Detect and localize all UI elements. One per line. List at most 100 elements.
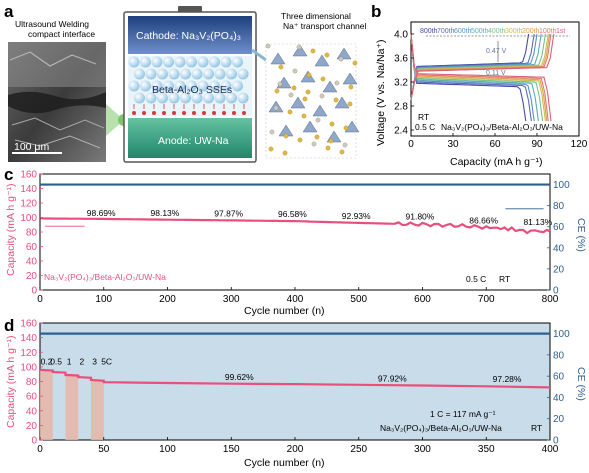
plot-b-legend: 800th 700th 600th 500th 400th 300th 200th 100th… bbox=[420, 28, 570, 37]
plot-c-xlabel: Cycle number (n) bbox=[244, 305, 325, 317]
sse-ball bbox=[214, 92, 226, 104]
sse-ball bbox=[168, 92, 180, 104]
y-tick-label: 100 bbox=[20, 213, 37, 224]
gap-label-upper: 0.47 V bbox=[486, 48, 507, 55]
legend-entry-600: 600th bbox=[454, 28, 472, 35]
polyhedron bbox=[344, 120, 360, 133]
x-tick-label-b: 0 bbox=[408, 139, 414, 150]
retention-label: 91.80% bbox=[406, 212, 435, 222]
gap-label-lower: 0.11 V bbox=[486, 70, 506, 77]
y-tick-label: 80 bbox=[26, 377, 38, 388]
plot-b-rate: 0.5 C bbox=[415, 122, 435, 132]
charge-curve-cycle-300 bbox=[410, 33, 549, 101]
na-atom bbox=[278, 64, 284, 70]
sse-ball bbox=[186, 80, 197, 92]
plot-b-xlabel: Capacity (mA h g⁻¹) bbox=[450, 156, 543, 168]
legend-entry-700: 700th bbox=[437, 28, 455, 35]
na-atom bbox=[348, 84, 354, 90]
x-tick-label: 0 bbox=[37, 444, 43, 455]
x-tick-label-b: 30 bbox=[447, 139, 459, 150]
plot-b-curves bbox=[410, 33, 555, 122]
legend-entry-300: 300th bbox=[505, 28, 523, 35]
sse-ball bbox=[209, 80, 220, 92]
x-tick-label: 350 bbox=[478, 444, 495, 455]
y-tick-label: 140 bbox=[20, 184, 37, 195]
plot-c-frame bbox=[39, 173, 551, 291]
panel-b: b 800th 700th 600th 500th 400th 300th 200th 100… bbox=[371, 2, 588, 168]
na-atom bbox=[315, 117, 321, 123]
plot-d-xlabel: Cycle number (n) bbox=[244, 457, 325, 469]
y2-tick-label: 40 bbox=[553, 393, 565, 404]
na-atom bbox=[329, 121, 335, 127]
legend-entry-100: 100th bbox=[539, 28, 557, 35]
legend-entry-1: 1st bbox=[556, 28, 565, 35]
na-atom bbox=[347, 101, 353, 107]
sse-ball bbox=[168, 68, 180, 80]
panel-d: d 0.20.5 1 2 3 5C 99.62% 97.92% 97.28% 0 50 100 15… bbox=[4, 316, 587, 469]
na-atom bbox=[343, 125, 349, 131]
sse-ball bbox=[226, 68, 237, 80]
y2-tick-label: 20 bbox=[553, 264, 565, 275]
anode-label: Anode: UW-Na bbox=[158, 135, 229, 147]
plot-c-ticks: 0 100 200 300 400 500 600 700 800020406080100120… bbox=[20, 170, 570, 306]
legend-entry-200: 200th bbox=[522, 28, 540, 35]
retention-label: 99.62% bbox=[225, 372, 254, 382]
y-tick-label-b: 4.0 bbox=[394, 30, 408, 41]
legend-entry-400: 400th bbox=[488, 28, 506, 35]
y2-tick-label: 80 bbox=[553, 201, 565, 212]
retention-label: 81.13% bbox=[523, 217, 552, 227]
x-tick-label: 200 bbox=[159, 294, 176, 305]
na-atom bbox=[320, 76, 326, 82]
polyhedron bbox=[292, 44, 308, 57]
y2-tick-label: 0 bbox=[553, 436, 559, 447]
charge-curve-cycle-800 bbox=[410, 33, 530, 101]
sse-ball-grid bbox=[128, 56, 249, 104]
na-atom bbox=[297, 137, 303, 143]
sse-ball bbox=[203, 68, 214, 80]
polyhedron bbox=[314, 54, 330, 67]
y2-tick-label: 60 bbox=[553, 372, 565, 383]
plot-b-ylabel: Voltage (V vs. Na/Na⁺) bbox=[375, 39, 387, 146]
sse-ball bbox=[174, 56, 186, 68]
charge-curve-cycle-600 bbox=[410, 33, 538, 101]
na-atom bbox=[302, 96, 308, 102]
panel-label-a: a bbox=[4, 2, 14, 21]
sse-ball bbox=[128, 80, 140, 92]
y-tick-label: 120 bbox=[20, 199, 37, 210]
na-atom bbox=[277, 81, 283, 87]
discharge-curve-cycle-1 bbox=[410, 33, 552, 122]
na-atom bbox=[319, 93, 325, 99]
polyhedron bbox=[270, 52, 286, 65]
plot-c-ylabel2: CE (%) bbox=[575, 218, 587, 252]
sse-ball bbox=[203, 92, 214, 104]
x-tick-label: 700 bbox=[478, 294, 495, 305]
cathode-layer bbox=[128, 16, 252, 54]
x-tick-label-b: 60 bbox=[489, 139, 501, 150]
plot-b-cell: Na₃V₂(PO₄)₃/Beta-Al₂O₃/UW-Na bbox=[441, 122, 563, 132]
na-atom bbox=[334, 80, 340, 86]
na-atom bbox=[328, 138, 334, 144]
plot-d-series: 0.20.5 1 2 3 5C 99.62% 97.92% 97.28% bbox=[39, 332, 551, 440]
discharge-curve-cycle-800 bbox=[410, 33, 527, 122]
y-tick-label: 20 bbox=[26, 421, 38, 432]
sse-ball bbox=[197, 56, 209, 68]
rate-label: 1 bbox=[67, 357, 72, 367]
x-tick-label: 300 bbox=[414, 444, 431, 455]
polyhedron bbox=[322, 80, 338, 93]
rate-bar bbox=[40, 369, 53, 440]
y-tick-label: 120 bbox=[20, 348, 37, 359]
panel-c: c 98.69% 98.13% 97.87% 96.58% 92.93% 91.80% 86… bbox=[4, 165, 587, 317]
x-tick-label: 150 bbox=[223, 444, 240, 455]
sse-ball bbox=[157, 92, 168, 104]
na-atom bbox=[283, 133, 289, 139]
na-ion-dot bbox=[192, 111, 196, 115]
na-ion-dot bbox=[212, 111, 216, 115]
y-tick-label: 20 bbox=[26, 271, 38, 282]
sse-ball bbox=[134, 92, 145, 104]
na-ion-dot bbox=[172, 111, 176, 115]
y-tick-label: 60 bbox=[26, 392, 38, 403]
zoom-connector bbox=[106, 104, 124, 136]
discharge-curve-cycle-600 bbox=[410, 33, 535, 122]
plot-d-cell-label: Na₃V₂(PO₄)₃/Beta-Al₂O₃/UW-Na bbox=[380, 423, 502, 433]
sse-ball bbox=[163, 56, 174, 68]
